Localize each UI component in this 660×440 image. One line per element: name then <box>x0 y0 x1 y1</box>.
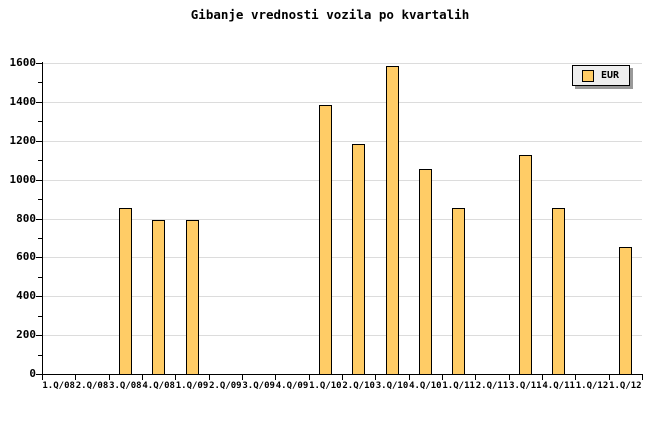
x-tick-label: 3.Q/10 <box>375 381 409 391</box>
x-axis-tick <box>75 375 77 380</box>
x-tick-label: 4.Q/10 <box>409 381 442 391</box>
gridline <box>42 257 642 259</box>
y-axis-tick <box>36 335 42 337</box>
x-axis-tick <box>575 375 577 380</box>
x-axis-tick <box>42 375 43 380</box>
x-axis-tick <box>175 375 177 380</box>
x-tick-label: 1.Q/12 <box>575 381 609 391</box>
x-tick-label: 1.Q/09 <box>175 381 209 391</box>
y-axis-tick <box>36 218 42 220</box>
y-tick-label: 200 <box>16 328 36 342</box>
y-axis-tick <box>38 237 42 239</box>
bar-1.Q/11 <box>452 207 466 375</box>
y-axis-tick <box>36 63 42 64</box>
x-tick-label: 1.Q/10 <box>309 381 342 391</box>
y-tick-label: 400 <box>16 289 36 303</box>
x-axis-tick <box>542 375 543 380</box>
gridline <box>42 140 642 142</box>
x-axis-tick <box>375 375 377 380</box>
bar-1.Q/12 <box>618 246 632 375</box>
x-axis-tick <box>142 375 143 380</box>
y-axis-tick <box>38 354 42 356</box>
x-axis-tick <box>508 375 510 380</box>
y-axis-tick <box>36 374 42 375</box>
x-axis-tick <box>108 375 110 380</box>
gridline <box>42 63 642 64</box>
x-axis-tick <box>308 375 310 380</box>
y-tick-label: 600 <box>16 250 36 264</box>
y-tick-label: 1600 <box>9 56 37 69</box>
y-axis-tick <box>38 315 42 317</box>
x-tick-label: 4.Q/08 <box>142 381 175 391</box>
y-axis-tick <box>38 121 42 123</box>
gridline <box>42 296 642 298</box>
bar-3.Q/11 <box>518 155 532 375</box>
bar-4.Q/11 <box>552 207 566 375</box>
bar-3.Q/08 <box>118 207 132 375</box>
x-axis-tick <box>408 375 410 380</box>
x-axis-tick <box>442 375 443 380</box>
gridline <box>42 335 642 337</box>
gridline <box>42 101 642 103</box>
x-tick-label: 4.Q/09 <box>275 381 309 391</box>
x-tick-label: 2.Q/09 <box>209 381 242 391</box>
x-axis-tick <box>475 375 477 380</box>
y-axis-tick <box>38 276 42 278</box>
y-axis-tick <box>36 257 42 259</box>
x-axis-tick <box>608 375 610 380</box>
x-tick-label: 1.Q/11 <box>442 381 475 391</box>
y-axis-tick <box>38 160 42 162</box>
x-tick-label: 1.Q/08 <box>42 381 75 391</box>
bar-4.Q/10 <box>418 168 432 375</box>
bar-3.Q/10 <box>385 65 399 375</box>
y-tick-label: 1400 <box>9 94 37 108</box>
y-axis-tick <box>36 140 42 142</box>
y-axis-tick <box>38 82 42 84</box>
x-tick-label: 3.Q/09 <box>242 381 275 391</box>
x-axis-tick <box>642 375 643 380</box>
y-axis-tick <box>38 199 42 201</box>
y-axis-tick <box>36 179 42 181</box>
x-tick-label: 1.Q/12 <box>609 381 642 391</box>
y-axis <box>42 62 43 375</box>
gridline <box>42 218 642 220</box>
x-tick-label: 2.Q/08 <box>75 381 109 391</box>
x-axis-tick <box>342 375 343 380</box>
x-tick-label: 2.Q/11 <box>475 381 509 391</box>
y-axis-tick <box>36 296 42 298</box>
x-tick-label: 4.Q/11 <box>542 381 575 391</box>
y-tick-label: 1000 <box>9 172 37 186</box>
y-tick-label: 0 <box>29 367 36 380</box>
chart-title: Gibanje vrednosti vozila po kvartalih <box>190 7 470 22</box>
y-tick-label: 1200 <box>9 133 37 147</box>
bar-1.Q/10 <box>318 104 332 375</box>
x-axis-tick <box>242 375 243 380</box>
bar-1.Q/09 <box>185 220 199 375</box>
legend-label: EUR <box>601 69 620 81</box>
y-tick-label: 800 <box>16 211 36 225</box>
bar-4.Q/08 <box>152 220 166 375</box>
x-tick-label: 2.Q/10 <box>342 381 375 391</box>
bar-2.Q/10 <box>352 143 366 375</box>
y-axis-tick <box>36 101 42 103</box>
x-axis <box>42 374 643 375</box>
legend-swatch-icon <box>582 69 594 82</box>
gridline <box>42 179 642 181</box>
x-tick-label: 3.Q/08 <box>109 381 142 391</box>
x-axis-tick <box>208 375 210 380</box>
x-axis-tick <box>275 375 277 380</box>
x-tick-label: 3.Q/11 <box>509 381 542 391</box>
legend-box: EUR <box>572 65 630 86</box>
